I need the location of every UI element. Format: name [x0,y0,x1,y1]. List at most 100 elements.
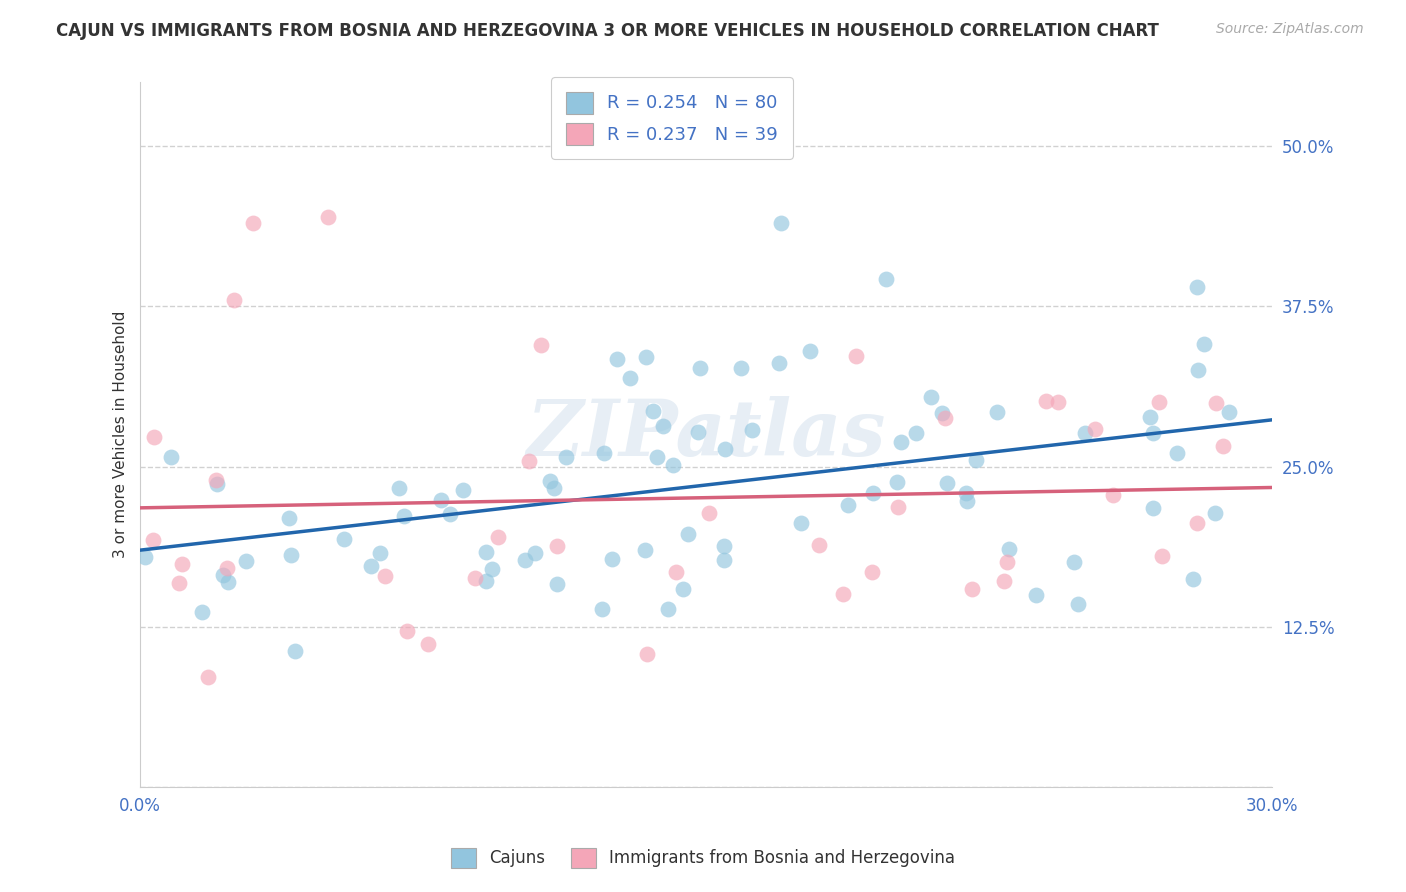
Point [1142,425,1164,440]
Point [606,351,628,366]
Point [931,406,953,420]
Point [1181,572,1204,586]
Point [636,648,658,662]
Point [688,425,710,439]
Point [1084,422,1107,436]
Point [1192,337,1215,351]
Point [920,390,942,404]
Point [955,485,977,500]
Point [1035,393,1057,408]
Point [280,548,302,562]
Point [1063,556,1085,570]
Point [713,539,735,553]
Point [647,450,669,465]
Point [513,552,536,566]
Point [1166,446,1188,460]
Point [1185,516,1208,530]
Point [799,343,821,358]
Point [318,210,340,224]
Point [860,566,883,580]
Point [730,360,752,375]
Point [845,349,868,363]
Point [768,356,790,370]
Point [636,350,658,364]
Point [395,624,418,638]
Point [388,481,411,495]
Point [416,637,439,651]
Point [808,538,831,552]
Point [543,481,565,495]
Point [1218,405,1240,419]
Point [676,527,699,541]
Point [1212,439,1234,453]
Point [374,569,396,583]
Point [284,644,307,658]
Point [689,360,711,375]
Point [486,530,509,544]
Point [464,571,486,585]
Point [890,435,912,450]
Point [212,568,235,582]
Point [697,507,720,521]
Point [998,542,1021,557]
Point [222,293,245,307]
Point [935,476,957,491]
Point [160,450,183,464]
Point [217,561,239,575]
Point [995,555,1018,569]
Point [662,458,685,473]
Legend: Cajuns, Immigrants from Bosnia and Herzegovina: Cajuns, Immigrants from Bosnia and Herze… [444,841,962,875]
Point [619,370,641,384]
Point [672,582,695,596]
Point [713,553,735,567]
Y-axis label: 3 or more Vehicles in Household: 3 or more Vehicles in Household [114,310,128,558]
Point [837,499,859,513]
Point [593,446,616,460]
Point [439,507,461,521]
Point [524,546,547,560]
Point [1204,506,1226,520]
Point [714,442,737,456]
Text: CAJUN VS IMMIGRANTS FROM BOSNIA AND HERZEGOVINA 3 OR MORE VEHICLES IN HOUSEHOLD : CAJUN VS IMMIGRANTS FROM BOSNIA AND HERZ… [56,22,1159,40]
Point [142,533,165,547]
Point [481,561,503,575]
Point [546,539,568,553]
Point [770,216,793,230]
Point [651,418,673,433]
Point [934,411,956,425]
Point [530,338,553,352]
Point [368,546,391,560]
Point [235,554,257,568]
Point [986,405,1008,419]
Point [1025,589,1047,603]
Point [1185,280,1208,294]
Point [451,483,474,498]
Point [332,533,354,547]
Point [430,493,453,508]
Point [277,510,299,524]
Point [475,545,498,559]
Point [875,272,897,286]
Point [394,508,416,523]
Point [172,558,194,572]
Point [862,486,884,500]
Point [634,542,657,557]
Point [142,429,165,443]
Text: Source: ZipAtlas.com: Source: ZipAtlas.com [1216,22,1364,37]
Legend: R = 0.254   N = 80, R = 0.237   N = 39: R = 0.254 N = 80, R = 0.237 N = 39 [551,77,793,159]
Point [1147,395,1170,409]
Point [538,474,561,488]
Point [993,574,1015,588]
Point [1047,395,1070,409]
Point [517,453,540,467]
Point [205,477,228,491]
Point [1066,597,1088,611]
Point [960,582,983,597]
Point [1152,549,1174,564]
Point [1142,501,1164,516]
Point [167,575,190,590]
Point [1074,426,1097,441]
Text: ZIPatlas: ZIPatlas [526,396,886,473]
Point [204,473,226,487]
Point [790,516,813,530]
